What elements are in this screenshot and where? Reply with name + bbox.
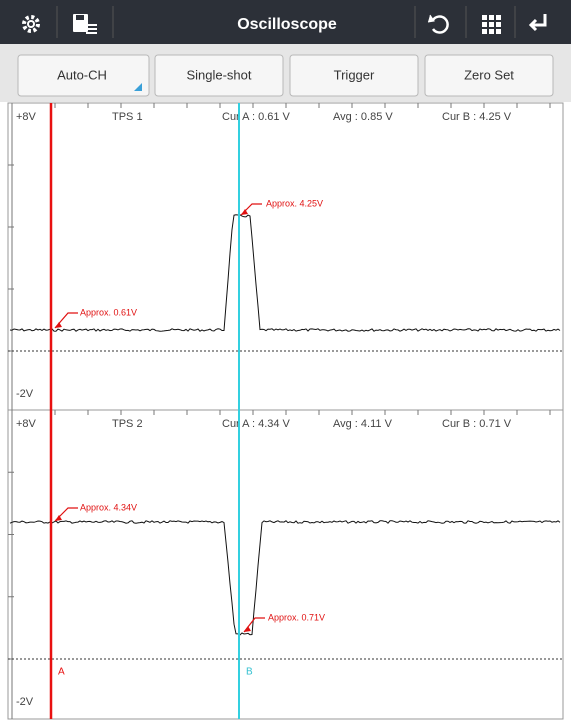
annotation: Approx. 0.71V <box>268 612 325 622</box>
average-value: Avg : 4.11 V <box>333 418 393 430</box>
annotation: Approx. 4.25V <box>266 198 323 208</box>
button-label[interactable]: Zero Set <box>464 67 514 82</box>
arrow-head <box>241 209 248 215</box>
grid-icon[interactable] <box>482 15 501 34</box>
buttons <box>17 54 554 97</box>
cursor-a-value: Cur A : 4.34 V <box>222 418 291 430</box>
y-min-label: -2V <box>16 388 34 400</box>
button[interactable] <box>154 54 284 97</box>
channel-name: TPS 1 <box>112 111 143 123</box>
y-min-label: -2V <box>16 696 34 708</box>
button[interactable] <box>424 54 554 97</box>
refresh-icon[interactable] <box>427 14 449 34</box>
arrow-head <box>55 322 62 328</box>
toolbar-dividers <box>56 6 516 38</box>
button[interactable] <box>17 54 150 97</box>
button-label[interactable]: Trigger <box>334 67 375 82</box>
settings-icon[interactable] <box>22 15 40 33</box>
toolbar <box>0 0 571 44</box>
cursor-b-label: B <box>246 667 253 678</box>
average-value: Avg : 0.85 V <box>333 111 393 123</box>
cursor-a-value: Cur A : 0.61 V <box>222 111 291 123</box>
y-max-label: +8V <box>16 111 37 123</box>
annotation: Approx. 4.34V <box>80 502 137 512</box>
dropdown-indicator <box>134 83 142 91</box>
toolbar-title: Oscilloscope <box>237 16 337 33</box>
y-max-label: +8V <box>16 418 37 430</box>
channel-name: TPS 2 <box>112 418 143 430</box>
waveform <box>9 520 561 636</box>
save-icon[interactable] <box>73 14 97 34</box>
cursor-b-value: Cur B : 4.25 V <box>442 111 512 123</box>
button-label[interactable]: Single-shot <box>186 67 251 82</box>
arrow-head <box>55 515 62 521</box>
scope-layout <box>8 103 563 719</box>
back-icon[interactable] <box>528 14 547 32</box>
button[interactable] <box>289 54 419 97</box>
cursor-a-label: A <box>58 667 65 678</box>
annotation: Approx. 0.61V <box>80 307 137 317</box>
button-label[interactable]: Auto-CH <box>57 67 107 82</box>
waveform <box>9 214 561 332</box>
arrow-head <box>244 626 251 632</box>
cursor-b-value: Cur B : 0.71 V <box>442 418 512 430</box>
